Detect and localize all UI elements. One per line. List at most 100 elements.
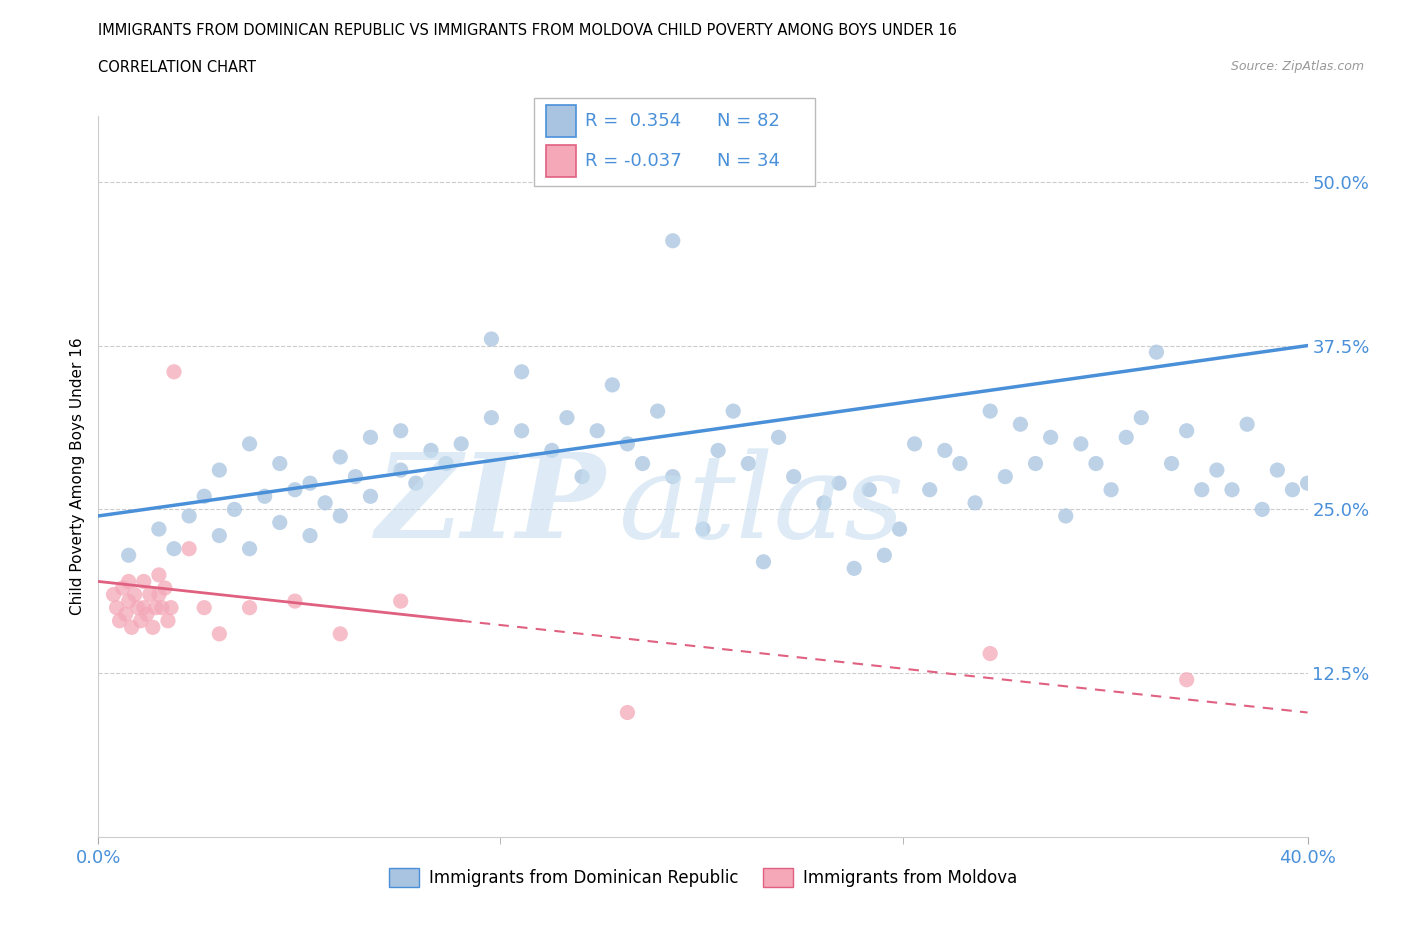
Point (571, 469, 593, 484)
Point (1054, 509, 1077, 524)
Point (1010, 417, 1032, 432)
Bar (546, 145, 576, 177)
Point (360, 430, 382, 445)
Point (389, 462, 412, 477)
Point (314, 496, 336, 511)
Point (1220, 483, 1243, 498)
Point (118, 574, 141, 589)
Point (239, 541, 262, 556)
Point (405, 476, 427, 491)
Point (150, 600, 173, 615)
Point (156, 614, 179, 629)
Point (1160, 456, 1182, 471)
Point (979, 404, 1001, 418)
Point (692, 522, 714, 537)
Text: atlas: atlas (619, 448, 904, 563)
Text: CORRELATION CHART: CORRELATION CHART (98, 60, 256, 75)
Point (163, 365, 186, 379)
Point (481, 410, 503, 425)
Point (153, 580, 176, 595)
Point (844, 561, 866, 576)
Point (918, 483, 941, 498)
Point (510, 423, 533, 438)
Point (949, 456, 972, 471)
Bar (546, 105, 576, 137)
Point (163, 541, 186, 556)
Point (752, 554, 775, 569)
Point (127, 600, 149, 615)
Point (179, 541, 201, 556)
Point (253, 489, 276, 504)
Point (979, 646, 1001, 661)
Point (105, 600, 128, 615)
Point (1130, 410, 1153, 425)
Point (360, 489, 382, 504)
Point (269, 456, 291, 471)
Point (269, 515, 291, 530)
Point (858, 483, 880, 498)
Point (1175, 423, 1198, 438)
Point (661, 233, 683, 248)
Point (1236, 417, 1258, 432)
Point (434, 456, 457, 471)
Point (145, 600, 167, 615)
Point (1281, 483, 1303, 498)
Text: Source: ZipAtlas.com: Source: ZipAtlas.com (1230, 60, 1364, 73)
Point (616, 436, 638, 451)
Point (616, 705, 638, 720)
Point (148, 522, 170, 537)
FancyBboxPatch shape (534, 98, 815, 186)
Point (132, 600, 155, 615)
Point (118, 593, 141, 608)
Point (813, 496, 835, 511)
Point (994, 469, 1017, 484)
Point (828, 476, 851, 491)
Point (103, 587, 125, 602)
Point (193, 600, 215, 615)
Point (768, 430, 790, 445)
Point (121, 620, 143, 635)
Point (1251, 502, 1274, 517)
Point (1024, 456, 1046, 471)
Point (783, 469, 806, 484)
Point (1070, 436, 1092, 451)
Point (631, 456, 654, 471)
Point (1099, 483, 1122, 498)
Point (586, 423, 609, 438)
Point (114, 606, 136, 621)
Point (193, 489, 215, 504)
Point (661, 469, 683, 484)
Point (707, 443, 730, 458)
Text: ZIP: ZIP (377, 448, 606, 563)
Point (889, 522, 911, 537)
Point (420, 443, 443, 458)
Y-axis label: Child Poverty Among Boys Under 16: Child Poverty Among Boys Under 16 (69, 338, 84, 616)
Point (124, 587, 146, 602)
Point (284, 483, 307, 498)
Point (934, 443, 956, 458)
Point (481, 332, 503, 347)
Point (1144, 345, 1167, 360)
Point (389, 593, 412, 608)
Point (1039, 430, 1062, 445)
Point (723, 404, 745, 418)
Point (647, 404, 669, 418)
Point (179, 509, 201, 524)
Point (450, 436, 472, 451)
Point (208, 627, 231, 642)
Point (132, 574, 155, 589)
Point (873, 548, 896, 563)
Point (555, 410, 578, 425)
Point (904, 436, 927, 451)
Point (118, 548, 141, 563)
Text: N = 34: N = 34 (717, 153, 780, 170)
Point (329, 449, 352, 464)
Point (344, 469, 367, 484)
Point (1267, 462, 1289, 477)
Point (329, 627, 352, 642)
Point (540, 443, 562, 458)
Point (1175, 672, 1198, 687)
Point (160, 600, 183, 615)
Point (1206, 462, 1229, 477)
Point (329, 509, 352, 524)
